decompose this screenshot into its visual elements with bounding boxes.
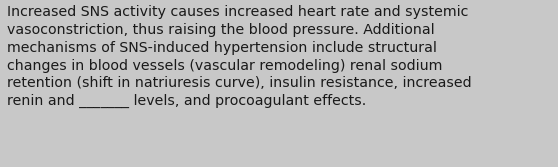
Text: Increased SNS activity causes increased heart rate and systemic
vasoconstriction: Increased SNS activity causes increased … xyxy=(7,5,472,108)
